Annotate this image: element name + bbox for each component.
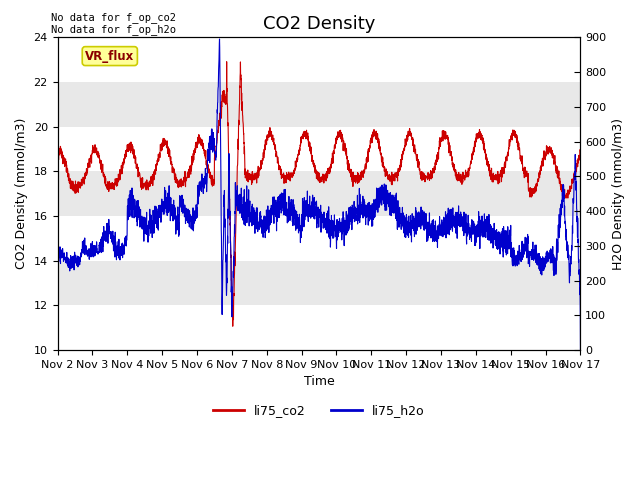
Text: VR_flux: VR_flux [85, 49, 134, 62]
Bar [58, 216, 580, 261]
Title: CO2 Density: CO2 Density [263, 15, 375, 33]
X-axis label: Time: Time [303, 375, 334, 388]
Legend: li75_co2, li75_h2o: li75_co2, li75_h2o [208, 399, 430, 422]
Y-axis label: H2O Density (mmol/m3): H2O Density (mmol/m3) [612, 118, 625, 270]
Text: No data for f_op_h2o: No data for f_op_h2o [51, 24, 176, 35]
Bar [58, 37, 580, 82]
Bar [58, 305, 580, 350]
Y-axis label: CO2 Density (mmol/m3): CO2 Density (mmol/m3) [15, 118, 28, 269]
Text: No data for f_op_co2: No data for f_op_co2 [51, 12, 176, 23]
Bar [58, 127, 580, 171]
